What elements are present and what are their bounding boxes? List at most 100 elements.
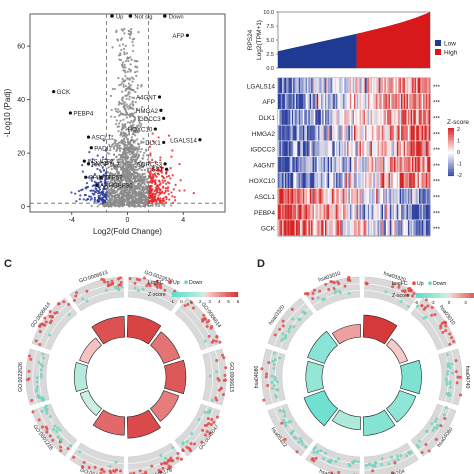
heatmap-cell (316, 109, 319, 125)
data-point (96, 205, 99, 208)
heatmap-cell (298, 157, 301, 173)
gene-dot (450, 362, 454, 366)
colorbar-step (448, 143, 454, 145)
data-point (110, 199, 113, 202)
data-point (146, 167, 149, 170)
gene-dot (297, 317, 301, 321)
gene-dot (39, 375, 43, 379)
heatmap-cell (374, 220, 377, 236)
heatmap-cell (398, 204, 400, 220)
heatmap-cell (384, 141, 387, 157)
heatmap-cell (338, 204, 341, 220)
data-point (167, 134, 171, 137)
gene-dot (119, 469, 123, 473)
heatmap-cell (307, 188, 309, 204)
data-point (123, 137, 126, 140)
heatmap-cell (287, 220, 290, 236)
heatmap-cell (333, 172, 335, 188)
heatmap-cell (305, 78, 308, 94)
gene-dot (280, 421, 284, 425)
heatmap-cell (376, 125, 378, 141)
gene-label: AFP (172, 33, 184, 40)
heatmap-cell (352, 220, 355, 236)
gene-dot (420, 451, 424, 455)
heatmap-cell (427, 125, 429, 141)
gene-dot (297, 440, 301, 444)
heatmap-cell (407, 109, 410, 125)
data-point (108, 143, 111, 146)
gene-dot (439, 324, 443, 328)
data-point (128, 126, 131, 129)
gene-dot (281, 319, 285, 323)
gene-dot (281, 418, 285, 422)
data-point (166, 189, 170, 192)
heatmap-cell (352, 93, 355, 109)
gene-dot (58, 440, 62, 444)
heatmap-cell (416, 93, 418, 109)
row-label-hoxc10: HOXC10 (249, 178, 275, 185)
data-point (126, 171, 129, 174)
data-point (79, 194, 82, 197)
heatmap-cell (369, 125, 371, 141)
heatmap-cell (365, 78, 367, 94)
data-point (122, 127, 125, 130)
zscore-segment (400, 359, 422, 395)
heatmap-cell (414, 220, 417, 236)
heatmap-cell (305, 188, 308, 204)
gene-dot (458, 375, 462, 379)
data-point (128, 129, 131, 133)
heatmap-cell (291, 125, 294, 141)
data-point (125, 168, 128, 171)
legend-colorbar-step (218, 292, 221, 297)
legend-colorbar-step (468, 293, 472, 298)
gene-dot (203, 423, 207, 427)
data-point (140, 185, 143, 189)
data-point (135, 128, 138, 131)
heatmap-cell (370, 109, 373, 125)
heatmap-cell (363, 93, 366, 109)
gene-dot (43, 316, 47, 320)
gene-dot (50, 314, 54, 318)
gene-dot (380, 462, 384, 466)
heatmap-cell (304, 172, 306, 188)
heatmap-cell (351, 141, 353, 157)
heatmap-cell (409, 141, 411, 157)
heatmap-cell (331, 125, 334, 141)
heatmap-cell (369, 188, 371, 204)
legend-colorbar-step (220, 292, 223, 297)
gene-dot (380, 457, 384, 461)
data-point (137, 182, 140, 185)
heatmap-cell (378, 141, 381, 157)
heatmap-cell (311, 109, 313, 125)
heatmap-cell (420, 141, 423, 157)
data-point (163, 179, 167, 183)
heatmap-cell (359, 141, 362, 157)
gene-dot (85, 289, 89, 293)
gene-dot (445, 392, 449, 396)
data-point (137, 115, 140, 118)
gene-dot (44, 404, 48, 408)
heatmap-cell (367, 109, 370, 125)
data-point (148, 145, 152, 148)
data-point (124, 165, 128, 168)
legend-colorbar-step (460, 293, 463, 298)
heatmap-cell (302, 141, 305, 157)
data-point (161, 203, 164, 206)
heatmap-cell (418, 204, 421, 220)
heatmap-cell (304, 109, 306, 125)
data-point (81, 170, 84, 173)
heatmap-cell (351, 157, 353, 173)
data-point (139, 191, 142, 194)
data-point (165, 197, 168, 201)
heatmap-cell (380, 220, 382, 236)
data-point (157, 194, 160, 197)
data-point (118, 199, 122, 202)
heatmap-cell (294, 188, 297, 204)
heatmap-cell (341, 141, 344, 157)
heatmap-cell (301, 188, 304, 204)
gene-dot (260, 367, 264, 371)
heatmap-cell (377, 93, 380, 109)
heatmap-cell (403, 220, 406, 236)
